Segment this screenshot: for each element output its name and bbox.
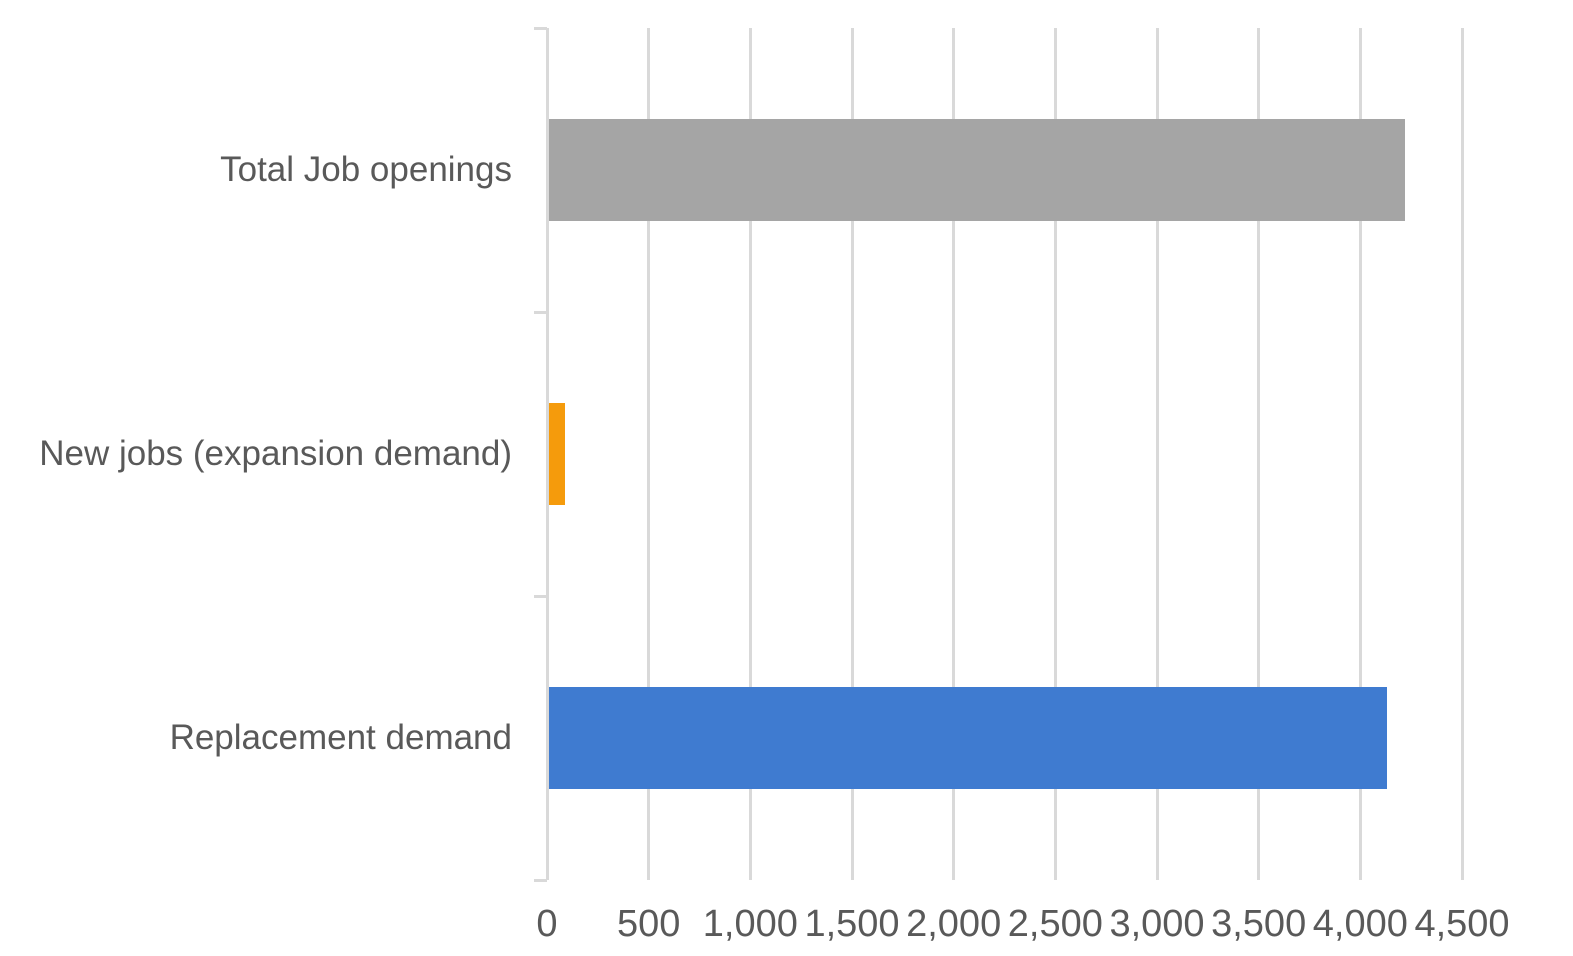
x-tick-label: 3,500: [1211, 903, 1307, 945]
gridline-2000: [952, 28, 956, 880]
category-label: New jobs (expansion demand): [39, 434, 512, 473]
category-label: Total Job openings: [220, 150, 512, 189]
category-axis-tick: [534, 878, 547, 882]
x-tick-label: 0: [536, 903, 558, 945]
x-tick-label: 500: [616, 903, 681, 945]
category-axis-line: [545, 28, 549, 880]
x-tick-label: 4,000: [1312, 903, 1408, 945]
x-tick-label: 2,500: [1007, 903, 1103, 945]
x-tick-label: 2,000: [906, 903, 1002, 945]
gridline-4500: [1460, 28, 1464, 880]
gridline-3000: [1155, 28, 1159, 880]
category-axis-tick: [534, 594, 547, 598]
gridline-3500: [1257, 28, 1261, 880]
gridline-1500: [850, 28, 854, 880]
bar-replacement-demand: [548, 687, 1387, 789]
gridline-1000: [748, 28, 752, 880]
x-tick-label: 1,000: [702, 903, 798, 945]
gridline-4000: [1358, 28, 1362, 880]
category-axis-tick: [534, 26, 547, 30]
x-tick-label: 1,500: [804, 903, 900, 945]
category-axis-tick: [534, 310, 547, 314]
x-tick-label: 3,000: [1109, 903, 1205, 945]
x-tick-label: 4,500: [1414, 903, 1510, 945]
bar-total-job-openings: [548, 119, 1406, 221]
category-label: Replacement demand: [169, 718, 512, 757]
gridline-2500: [1053, 28, 1057, 880]
gridline-500: [647, 28, 651, 880]
bar-new-jobs-expansion-demand: [548, 403, 566, 505]
